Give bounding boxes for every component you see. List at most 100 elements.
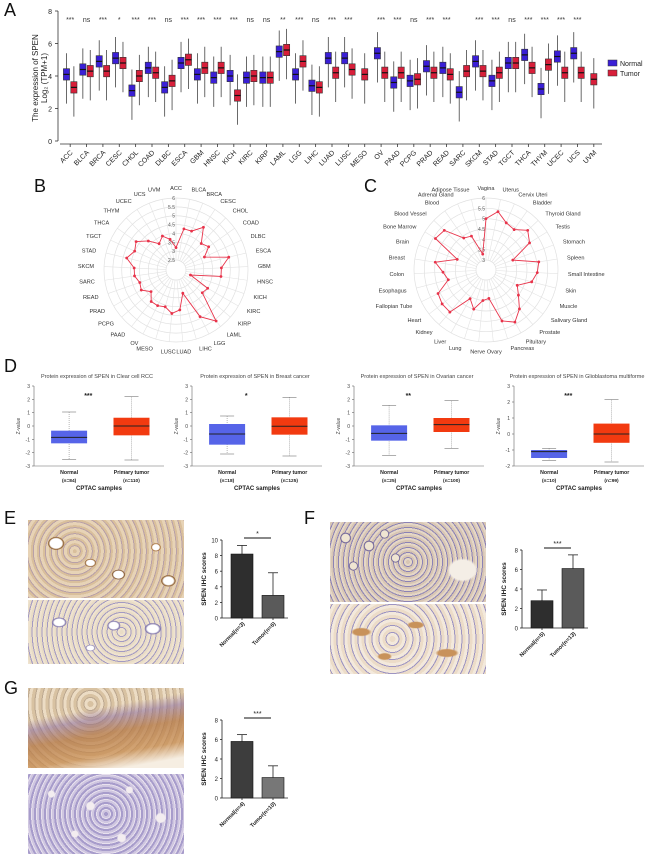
radar-axis-label: LUSC: [161, 350, 176, 356]
y-tick-label: -1: [184, 437, 189, 443]
radar-r-tick: 3.5: [478, 248, 485, 254]
significance-label: ***: [148, 17, 156, 24]
group-n-label: (n=18): [220, 478, 235, 484]
group-label: Normal: [540, 470, 558, 476]
radar-point: [134, 240, 138, 243]
radar-point: [181, 291, 185, 295]
radar-r-tick: 5: [482, 217, 485, 223]
y-tick-label: 4: [215, 758, 219, 764]
x-tick-label: Tumor(n=6): [252, 621, 278, 647]
radar-axis-label: KIRC: [247, 309, 260, 315]
significance-label: ***: [132, 17, 140, 24]
y-tick-label: 2: [185, 397, 188, 403]
radar-axis-label: Colon: [389, 272, 404, 278]
panel-e-bar-chart: 0 2 4 6 8 10 SPEN IHC scores Normal(n=3) Tumor(n…: [201, 531, 288, 649]
group-n-label: (n=99): [604, 478, 619, 484]
radar-axis-label: Vagina: [477, 186, 495, 192]
y-axis-label: SPEN IHC scores: [501, 562, 508, 616]
radar-point: [441, 270, 445, 274]
ihc-image-e-normal: [28, 520, 184, 598]
radar-point: [448, 310, 452, 314]
x-tick-label: CHOL: [121, 149, 140, 168]
radar-axis-label: LAML: [227, 332, 242, 338]
y-tick-label: 2: [215, 601, 219, 607]
y-tick-label: -2: [184, 451, 189, 457]
radar-point: [227, 255, 231, 259]
radar-axis-label: COAD: [243, 220, 259, 226]
x-tick-label: BLCA: [73, 149, 91, 167]
radar-point: [442, 228, 446, 232]
radar-point: [219, 266, 223, 270]
y-tick-label: 8: [215, 554, 219, 560]
radar-axis-label: LUAD: [176, 350, 191, 356]
radar-point: [138, 281, 142, 284]
ihc-image-f-normal: [330, 522, 486, 602]
y-tick-label: -2: [26, 451, 31, 457]
group-label: Primary tumor: [114, 470, 149, 476]
radar-axis-label: Adipose Tissue: [432, 188, 470, 194]
radar-axis-label: MESO: [136, 347, 153, 353]
radar-axis-label: UVM: [148, 187, 161, 193]
radar-point: [214, 319, 218, 323]
panel-f-bar-chart: 0 2 4 6 8 SPEN IHC scores Normal(n=5) Tumor(n=1…: [501, 541, 588, 659]
panel-label-f: F: [304, 508, 315, 528]
y-tick-label: 0: [347, 424, 350, 430]
x-tick-label: STAD: [482, 149, 500, 167]
bar: [261, 595, 285, 619]
x-tick-label: LUAD: [318, 149, 336, 167]
radar-r-tick: 3: [482, 258, 485, 264]
radar-axis-label: CHOL: [233, 209, 249, 215]
x-tick-label: UCEC: [547, 149, 566, 168]
x-tick-label: PCPG: [399, 149, 418, 168]
radar-point: [515, 283, 519, 287]
x-tick-label: HNSC: [203, 149, 222, 168]
radar-point: [170, 312, 174, 315]
radar-axis-label: KIRP: [238, 322, 251, 328]
radar-axis-label: PAAD: [110, 332, 125, 338]
radar-point: [446, 278, 450, 282]
x-tick-label: Normal(n=5): [519, 631, 547, 659]
x-tick-label: OV: [373, 149, 385, 161]
y-axis-label: Z-value: [174, 417, 180, 434]
significance-label: ***: [295, 17, 303, 24]
radar-series-line: [126, 226, 230, 322]
y-tick-label: 6: [48, 42, 52, 49]
significance-label: ns: [246, 17, 254, 24]
x-tick-label: LAML: [269, 149, 287, 167]
chart-title: Protein expression of SPEN in Breast can…: [200, 374, 310, 380]
y-tick-label: 10: [211, 539, 218, 545]
legend-swatch-normal: [607, 59, 618, 67]
panel-d4-boxplot-gbm: Protein expression of SPEN in Glioblasto…: [496, 374, 644, 492]
radar-axis-label: Skin: [565, 289, 576, 295]
radar-point: [512, 228, 516, 231]
y-tick-label: 2: [507, 400, 510, 406]
box: [113, 417, 150, 436]
significance-label: ***: [557, 17, 565, 24]
significance-label: ***: [230, 17, 238, 24]
radar-axis-label: Blood: [425, 201, 439, 207]
y-tick-label: 0: [215, 617, 219, 623]
radar-r-tick: 4.5: [168, 223, 175, 229]
radar-point: [517, 293, 520, 297]
radar-point: [496, 210, 500, 214]
y-axis-label: Z-value: [336, 417, 342, 434]
radar-axis-label: HNSC: [257, 280, 273, 286]
x-tick-label: THYM: [530, 149, 549, 168]
x-tick-label: Normal(n=3): [219, 621, 247, 649]
radar-point: [198, 315, 202, 319]
x-tick-label: PRAD: [416, 149, 435, 168]
radar-point: [202, 225, 205, 229]
y-tick-label: 4: [215, 585, 219, 591]
significance-label: ***: [377, 17, 385, 24]
x-tick-label: ESCA: [171, 149, 190, 168]
panel-label-c: C: [364, 176, 377, 196]
radar-point: [133, 274, 136, 278]
radar-point: [149, 290, 153, 294]
significance-label: ns: [312, 17, 320, 24]
radar-point: [487, 297, 491, 300]
radar-point: [133, 249, 137, 253]
radar-point: [484, 217, 488, 221]
x-tick-label: KIRP: [254, 149, 271, 166]
x-tick-label: SKCM: [464, 149, 483, 168]
